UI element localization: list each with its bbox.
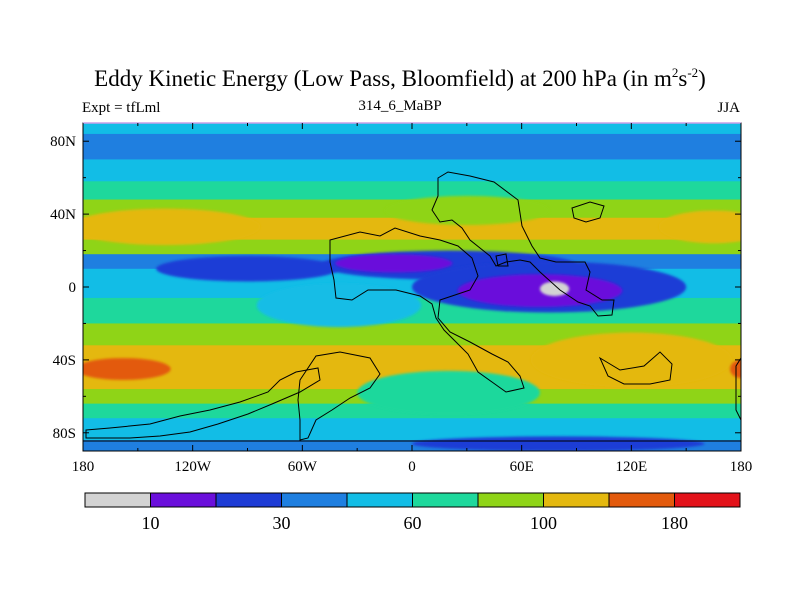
colorbar-box xyxy=(674,492,741,508)
colorbar-label: 10 xyxy=(142,513,160,533)
x-tick-label: 60W xyxy=(288,459,318,475)
x-tick-label: 120W xyxy=(174,459,212,475)
contour-band xyxy=(83,159,741,182)
season-label: JJA xyxy=(717,100,740,116)
contour-region xyxy=(530,332,732,388)
colorbar-box xyxy=(150,492,217,508)
y-tick-label: 40N xyxy=(50,207,76,223)
contour-field xyxy=(83,123,741,451)
colorbar-box xyxy=(84,492,151,508)
case-label: 314_6_MaBP xyxy=(358,98,442,114)
colorbar-label: 100 xyxy=(530,513,557,533)
x-tick-label: 0 xyxy=(408,459,416,475)
y-tick-label: 40S xyxy=(53,353,76,369)
title-mid: s xyxy=(678,66,688,91)
coastline xyxy=(431,171,615,317)
contour-region xyxy=(357,370,540,415)
contour-region xyxy=(539,281,570,297)
coastline xyxy=(598,351,673,385)
contour-band xyxy=(83,133,741,160)
coastline xyxy=(297,351,381,441)
coastline xyxy=(329,227,525,393)
contour-region xyxy=(412,436,705,451)
y-tick-label: 0 xyxy=(69,280,77,296)
contour-region xyxy=(256,283,422,328)
title-end: ) xyxy=(698,66,706,91)
coastline xyxy=(571,201,605,223)
colorbar-box xyxy=(281,492,348,508)
colorbar-box xyxy=(215,492,282,508)
colorbar-box xyxy=(608,492,675,508)
x-tick-label: 120E xyxy=(615,459,647,475)
contour-region xyxy=(156,256,339,282)
contour-region xyxy=(83,358,171,380)
colorbar-box xyxy=(412,492,479,508)
coastline xyxy=(85,367,321,439)
contour-region xyxy=(457,274,623,308)
coastline xyxy=(495,253,509,267)
contour-region xyxy=(83,208,261,246)
contour-band xyxy=(83,418,741,441)
y-tick-label: 80N xyxy=(50,134,76,150)
colorbar-box xyxy=(477,492,544,508)
coastline xyxy=(735,357,741,421)
x-tick-label: 180 xyxy=(730,459,753,475)
x-tick-label: 180 xyxy=(72,459,95,475)
colorbar-label: 30 xyxy=(273,513,291,533)
y-tick-label: 80S xyxy=(53,426,76,442)
title-superscript-2: 2 xyxy=(671,65,679,80)
contour-region xyxy=(384,195,550,226)
chart-title: Eddy Kinetic Energy (Low Pass, Bloomfiel… xyxy=(0,65,800,92)
experiment-label: Expt = tfLml xyxy=(82,100,161,116)
colorbar: 10 30 60 100 180 xyxy=(84,492,741,533)
colorbar-label: 60 xyxy=(404,513,422,533)
title-main: Eddy Kinetic Energy (Low Pass, Bloomfiel… xyxy=(94,66,672,91)
title-superscript-minus2: -2 xyxy=(687,65,699,80)
contour-band xyxy=(83,239,741,255)
contour-region xyxy=(335,254,453,273)
x-tick-label: 60E xyxy=(510,459,534,475)
colorbar-label: 180 xyxy=(661,513,688,533)
colorbar-box xyxy=(346,492,413,508)
colorbar-box xyxy=(543,492,610,508)
contour-region xyxy=(658,210,741,244)
contour-band xyxy=(83,181,741,201)
